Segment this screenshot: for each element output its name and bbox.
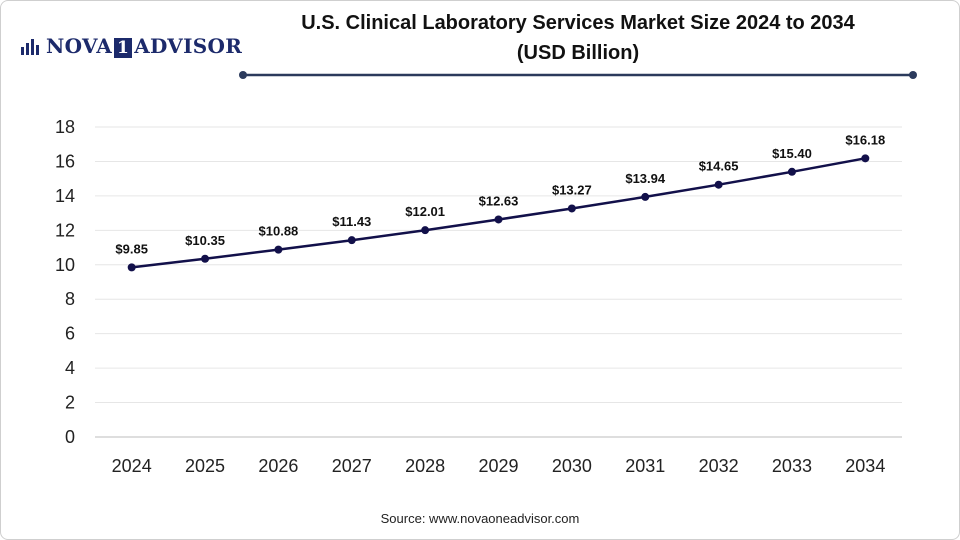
data-point: [714, 180, 723, 189]
series-line: [131, 157, 866, 269]
data-label: $13.27: [552, 182, 592, 197]
y-tick-label: 4: [65, 358, 75, 378]
data-point: [787, 167, 796, 176]
axes: 0 2 4 6 8 10 12 14 16 18 2024 2025 2026 2027 2028 2029 2…: [55, 117, 902, 476]
y-tick-label: 2: [65, 393, 75, 413]
data-label: $12.63: [479, 193, 519, 208]
data-label: $10.35: [185, 233, 225, 248]
x-tick-label: 2030: [552, 456, 592, 476]
brand-name: NOVA 1 ADVISOR: [46, 34, 242, 58]
data-label: $16.18: [845, 132, 885, 147]
gridlines: [95, 126, 902, 404]
x-tick-label: 2026: [258, 456, 298, 476]
y-tick-label: 6: [65, 324, 75, 344]
data-point: [201, 254, 210, 263]
x-tick-label: 2032: [699, 456, 739, 476]
data-labels: $9.85 $10.35 $10.88 $11.43 $12.01 $12.63 $13.2…: [115, 132, 885, 256]
y-tick-label: 8: [65, 289, 75, 309]
brand-logo: NOVA 1 ADVISOR: [20, 33, 242, 59]
x-tick-label: 2033: [772, 456, 812, 476]
x-tick-label: 2028: [405, 456, 445, 476]
chart-title: U.S. Clinical Laboratory Services Market…: [250, 8, 906, 68]
data-label: $13.94: [625, 171, 666, 186]
data-point: [127, 263, 136, 272]
data-series: [127, 154, 870, 272]
x-tick-label: 2031: [625, 456, 665, 476]
brand-name-left: NOVA: [46, 34, 113, 58]
brand-name-box: 1: [114, 38, 133, 58]
data-point: [274, 245, 283, 254]
x-tick-label: 2034: [845, 456, 885, 476]
bar-chart-logo-icon: [21, 39, 39, 55]
data-label: $12.01: [405, 204, 445, 219]
data-point: [494, 215, 503, 224]
y-tick-label: 10: [55, 255, 75, 275]
x-tick-label: 2025: [185, 456, 225, 476]
x-tick-label: 2027: [332, 456, 372, 476]
title-underline-left-dot: [239, 71, 247, 79]
data-label: $14.65: [699, 159, 739, 174]
data-point: [347, 236, 356, 245]
y-tick-label: 14: [55, 186, 75, 206]
x-tick-label: 2024: [112, 456, 152, 476]
y-tick-label: 18: [55, 117, 75, 137]
data-label: $10.88: [259, 224, 299, 239]
data-label: $15.40: [772, 146, 812, 161]
y-tick-label: 12: [55, 220, 75, 240]
data-point: [567, 204, 576, 213]
title-underline-right-dot: [909, 71, 917, 79]
y-tick-label: 16: [55, 151, 75, 171]
chart-title-line1: U.S. Clinical Laboratory Services Market…: [301, 12, 855, 34]
brand-name-right: ADVISOR: [134, 34, 243, 58]
data-label: $9.85: [115, 241, 148, 256]
chart-title-line2: (USD Billion): [516, 42, 640, 64]
y-tick-label: 0: [65, 427, 75, 447]
data-point: [861, 154, 870, 163]
data-point: [421, 226, 430, 235]
source-note: Source: www.novaoneadvisor.com: [380, 511, 580, 526]
data-point: [641, 192, 650, 201]
data-label: $11.43: [332, 214, 371, 229]
x-tick-label: 2029: [478, 456, 518, 476]
